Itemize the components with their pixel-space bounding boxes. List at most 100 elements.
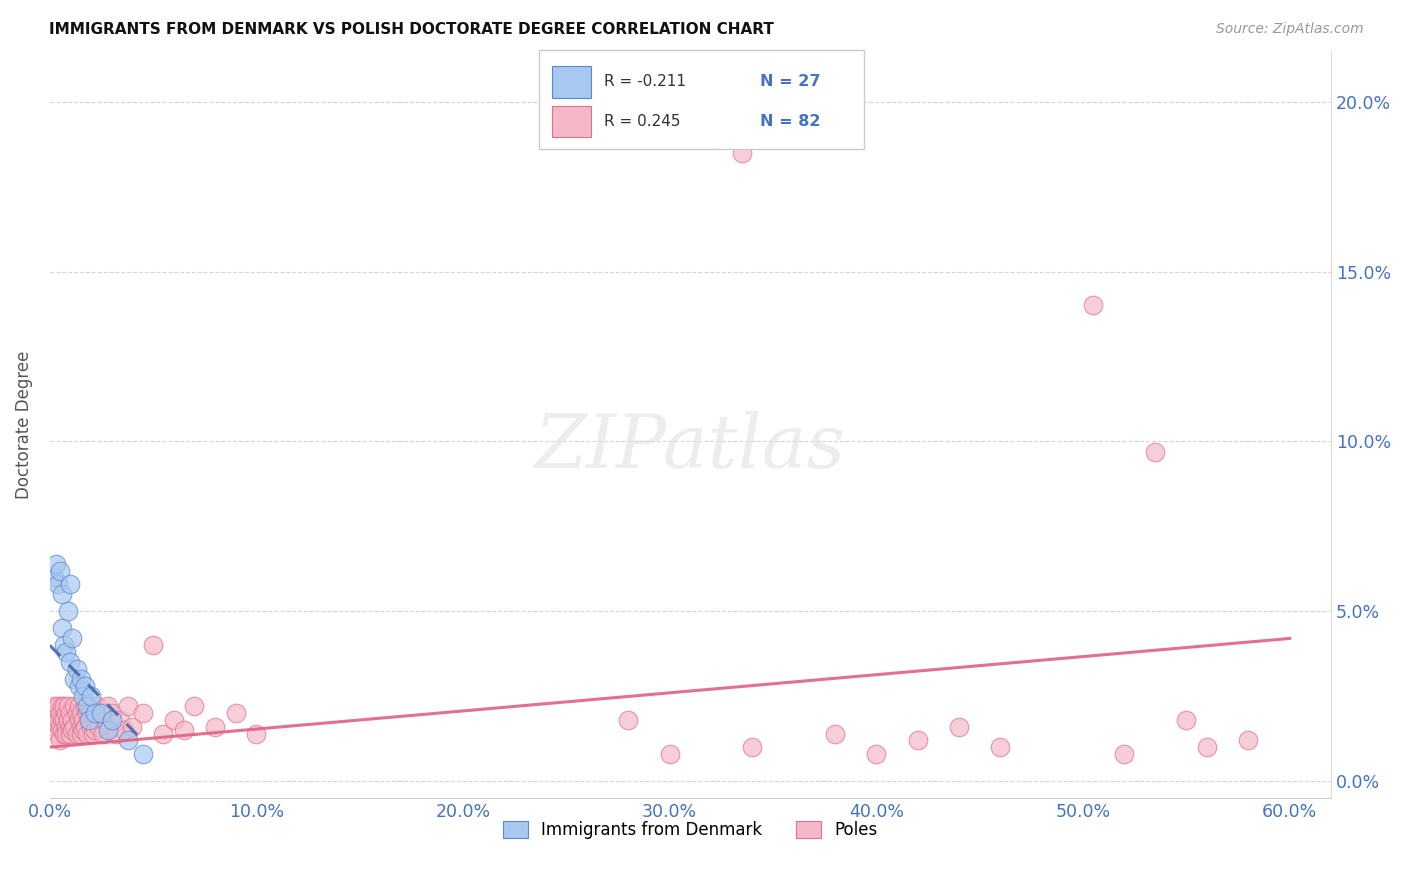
Bar	[540, 50, 863, 149]
Point	[100, 713, 122, 727]
Point	[51, 621, 73, 635]
Text: ZIPatlas: ZIPatlas	[534, 410, 846, 483]
Point	[163, 713, 186, 727]
Point	[63, 699, 86, 714]
Point	[89, 720, 111, 734]
Point	[1083, 298, 1105, 312]
Point	[1114, 747, 1136, 761]
Point	[46, 699, 69, 714]
Point	[42, 699, 65, 714]
Point	[1144, 444, 1167, 458]
Point	[60, 723, 83, 738]
Point	[46, 726, 69, 740]
Point	[77, 699, 100, 714]
Point	[1175, 713, 1198, 727]
Point	[49, 720, 72, 734]
Point	[84, 706, 107, 721]
Point	[59, 726, 82, 740]
Point	[72, 723, 94, 738]
Point	[59, 655, 82, 669]
Point	[131, 747, 153, 761]
Point	[80, 690, 103, 704]
Point	[59, 577, 82, 591]
Point	[112, 723, 135, 738]
Point	[63, 672, 86, 686]
Point	[51, 699, 73, 714]
Point	[67, 713, 90, 727]
Point	[121, 720, 143, 734]
Point	[96, 699, 118, 714]
Point	[65, 726, 87, 740]
Point	[42, 713, 65, 727]
Text: IMMIGRANTS FROM DENMARK VS POLISH DOCTORATE DEGREE CORRELATION CHART: IMMIGRANTS FROM DENMARK VS POLISH DOCTOR…	[49, 22, 775, 37]
Point	[55, 726, 77, 740]
Point	[76, 706, 98, 721]
Point	[152, 726, 174, 740]
Text: N = 82: N = 82	[761, 114, 821, 128]
Point	[58, 713, 80, 727]
Point	[53, 699, 76, 714]
Point	[988, 740, 1011, 755]
Point	[51, 723, 73, 738]
Point	[72, 690, 94, 704]
Point	[45, 557, 67, 571]
Point	[46, 713, 69, 727]
Point	[76, 726, 98, 740]
Point	[51, 587, 73, 601]
Point	[55, 706, 77, 721]
Text: R = 0.245: R = 0.245	[605, 114, 681, 128]
Point	[73, 679, 96, 693]
Point	[51, 713, 73, 727]
Point	[1195, 740, 1218, 755]
Point	[731, 145, 754, 160]
Bar	[553, 105, 591, 137]
Point	[77, 713, 100, 727]
Point	[108, 713, 131, 727]
Point	[42, 570, 65, 584]
Point	[93, 726, 115, 740]
Point	[55, 720, 77, 734]
Point	[49, 706, 72, 721]
Point	[117, 733, 139, 747]
Point	[72, 713, 94, 727]
Point	[90, 706, 112, 721]
Point	[53, 726, 76, 740]
Point	[658, 747, 681, 761]
Point	[63, 720, 86, 734]
Point	[104, 726, 127, 740]
Point	[86, 699, 108, 714]
Point	[69, 672, 91, 686]
Point	[82, 726, 104, 740]
Point	[907, 733, 929, 747]
Point	[98, 720, 121, 734]
Point	[245, 726, 267, 740]
Point	[90, 706, 112, 721]
Bar	[553, 66, 591, 98]
Text: Source: ZipAtlas.com: Source: ZipAtlas.com	[1216, 22, 1364, 37]
Point	[49, 564, 72, 578]
Point	[617, 713, 640, 727]
Point	[865, 747, 887, 761]
Y-axis label: Doctorate Degree: Doctorate Degree	[15, 351, 32, 499]
Point	[69, 706, 91, 721]
Point	[117, 699, 139, 714]
Point	[55, 645, 77, 659]
Point	[49, 733, 72, 747]
Point	[67, 679, 90, 693]
Point	[100, 706, 122, 721]
Point	[173, 723, 195, 738]
Point	[59, 720, 82, 734]
Point	[824, 726, 846, 740]
Point	[46, 577, 69, 591]
Point	[45, 720, 67, 734]
Point	[77, 713, 100, 727]
Legend: Immigrants from Denmark, Poles: Immigrants from Denmark, Poles	[496, 814, 884, 846]
Point	[948, 720, 970, 734]
Point	[741, 740, 763, 755]
Point	[69, 726, 91, 740]
Point	[131, 706, 153, 721]
Point	[65, 662, 87, 676]
Point	[67, 699, 90, 714]
Point	[96, 723, 118, 738]
Point	[142, 638, 165, 652]
